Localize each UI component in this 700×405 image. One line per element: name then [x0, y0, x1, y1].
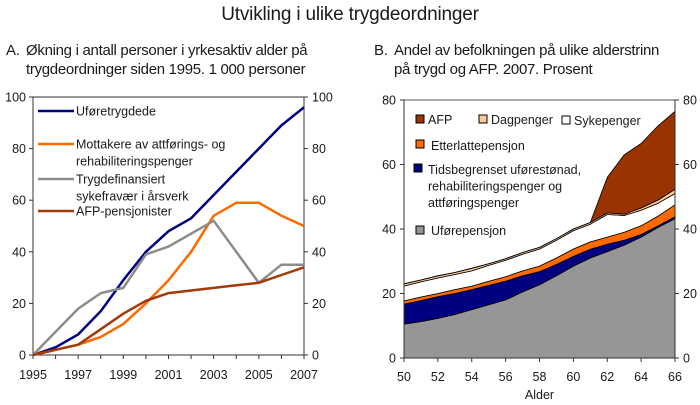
legend-swatch-afp — [415, 114, 425, 124]
series-line-3 — [32, 219, 304, 356]
series-line-4 — [32, 266, 305, 357]
panel-b-title: B. Andel av befolkningen på ulike alderst… — [374, 41, 659, 79]
x-tick-label: 54 — [465, 370, 479, 384]
legend-label-etterlattepensjon: Etterlattepensjon — [431, 139, 525, 153]
panel-a-letter: A. — [6, 42, 20, 59]
panel-a-title: A. Økning i antall personer i yrkesaktiv … — [6, 41, 308, 79]
legend-swatch-tidsbegrenset — [413, 163, 423, 173]
y-tick-label-right: 80 — [683, 94, 697, 108]
legend-label-tidsbegrenset: Tidsbegrenset uførestønad, — [428, 163, 581, 177]
legend-swatch-etterlattepensjon — [415, 139, 425, 149]
panel-b-title-line2: på trygd og AFP. 2007. Prosent — [394, 61, 593, 78]
y-tick-label-left: 20 — [382, 287, 396, 301]
x-tick-label: 2001 — [155, 368, 183, 382]
area-etterlattepensjon — [403, 204, 676, 305]
x-tick-label: 64 — [634, 370, 648, 384]
legend-swatch-dagpenger — [478, 114, 488, 124]
y-tick-label-left: 80 — [382, 94, 396, 108]
panel-a-title-line2: trygdeordninger siden 1995. 1 000 person… — [26, 61, 306, 78]
y-tick-label-left: 20 — [12, 297, 26, 311]
y-tick-label-left: 80 — [12, 142, 26, 156]
x-tick-label: 1999 — [109, 368, 137, 382]
x-tick-label: 52 — [431, 370, 445, 384]
x-tick-label: 2005 — [245, 368, 273, 382]
legend-label-1: Uføretrygdede — [76, 105, 156, 119]
panel-b-letter: B. — [374, 42, 388, 59]
x-tick-label: 62 — [600, 370, 614, 384]
panel-b-title-line1: Andel av befolkningen på ulike alderstri… — [394, 42, 660, 59]
panel-a-title-line1: Økning i antall personer i yrkesaktiv al… — [26, 42, 308, 59]
area-uførepensjon — [403, 218, 676, 359]
y-tick-label-right: 40 — [683, 223, 697, 237]
legend-swatch-uforepensjon — [415, 225, 425, 235]
x-tick-label: 58 — [533, 370, 547, 384]
legend-label-2: rehabiliteringspenger — [76, 155, 193, 169]
legend-label-4: AFP-pensjonister — [76, 205, 172, 219]
legend-label-2: Mottakere av attførings- og — [76, 138, 225, 152]
legend-label-3: sykefravær i årsverk — [76, 190, 189, 204]
x-tick-label: 2007 — [290, 368, 318, 382]
legend-label-afp: AFP — [428, 113, 452, 127]
area-sykepenger — [403, 193, 676, 302]
y-tick-label-left: 0 — [389, 352, 396, 366]
area-dagpenger — [403, 188, 676, 287]
y-tick-label-left: 100 — [5, 91, 26, 105]
x-tick-label: 56 — [499, 370, 513, 384]
legend-label-tidsbegrenset: rehabiliteringspenger og — [428, 180, 562, 194]
area-tidsbegrenset — [403, 216, 676, 325]
y-tick-label-left: 40 — [12, 245, 26, 259]
y-tick-label-left: 40 — [382, 223, 396, 237]
legend-label-dagpenger: Dagpenger — [491, 113, 553, 127]
x-tick-label: 50 — [397, 370, 411, 384]
x-axis-label: Alder — [525, 388, 554, 402]
x-tick-label: 1995 — [19, 368, 47, 382]
y-tick-label-left: 60 — [12, 194, 26, 208]
chart-a: 0 0 20 20 40 40 60 60 80 80 100 100 1995 1997 1999 2001… — [5, 91, 333, 383]
x-tick-label: 1997 — [64, 368, 92, 382]
y-tick-label-right: 60 — [312, 194, 326, 208]
y-tick-label-left: 60 — [382, 158, 396, 172]
x-tick-label: 2003 — [200, 368, 228, 382]
y-tick-label-right: 20 — [312, 297, 326, 311]
y-tick-label-right: 60 — [683, 158, 697, 172]
legend-label-tidsbegrenset: attføringspenger — [428, 196, 519, 210]
y-tick-label-left: 0 — [19, 349, 26, 363]
x-tick-label: 66 — [668, 370, 682, 384]
y-tick-label-right: 0 — [683, 352, 690, 366]
series-line-1 — [32, 106, 305, 357]
x-tick-label: 60 — [566, 370, 580, 384]
y-tick-label-right: 40 — [312, 245, 326, 259]
legend-swatch-sykepenger — [561, 115, 571, 125]
y-tick-label-right: 20 — [683, 287, 697, 301]
y-tick-label-right: 100 — [312, 91, 333, 105]
area-afp — [403, 110, 676, 285]
legend-label-uforepensjon: Uførepensjon — [431, 224, 506, 238]
legend-label-sykepenger: Sykepenger — [574, 114, 641, 128]
y-tick-label-right: 80 — [312, 142, 326, 156]
y-tick-label-right: 0 — [312, 349, 319, 363]
main-title: Utvikling i ulike trygdeordninger — [221, 4, 479, 25]
legend-label-3: Trygdefinansiert — [76, 173, 166, 187]
